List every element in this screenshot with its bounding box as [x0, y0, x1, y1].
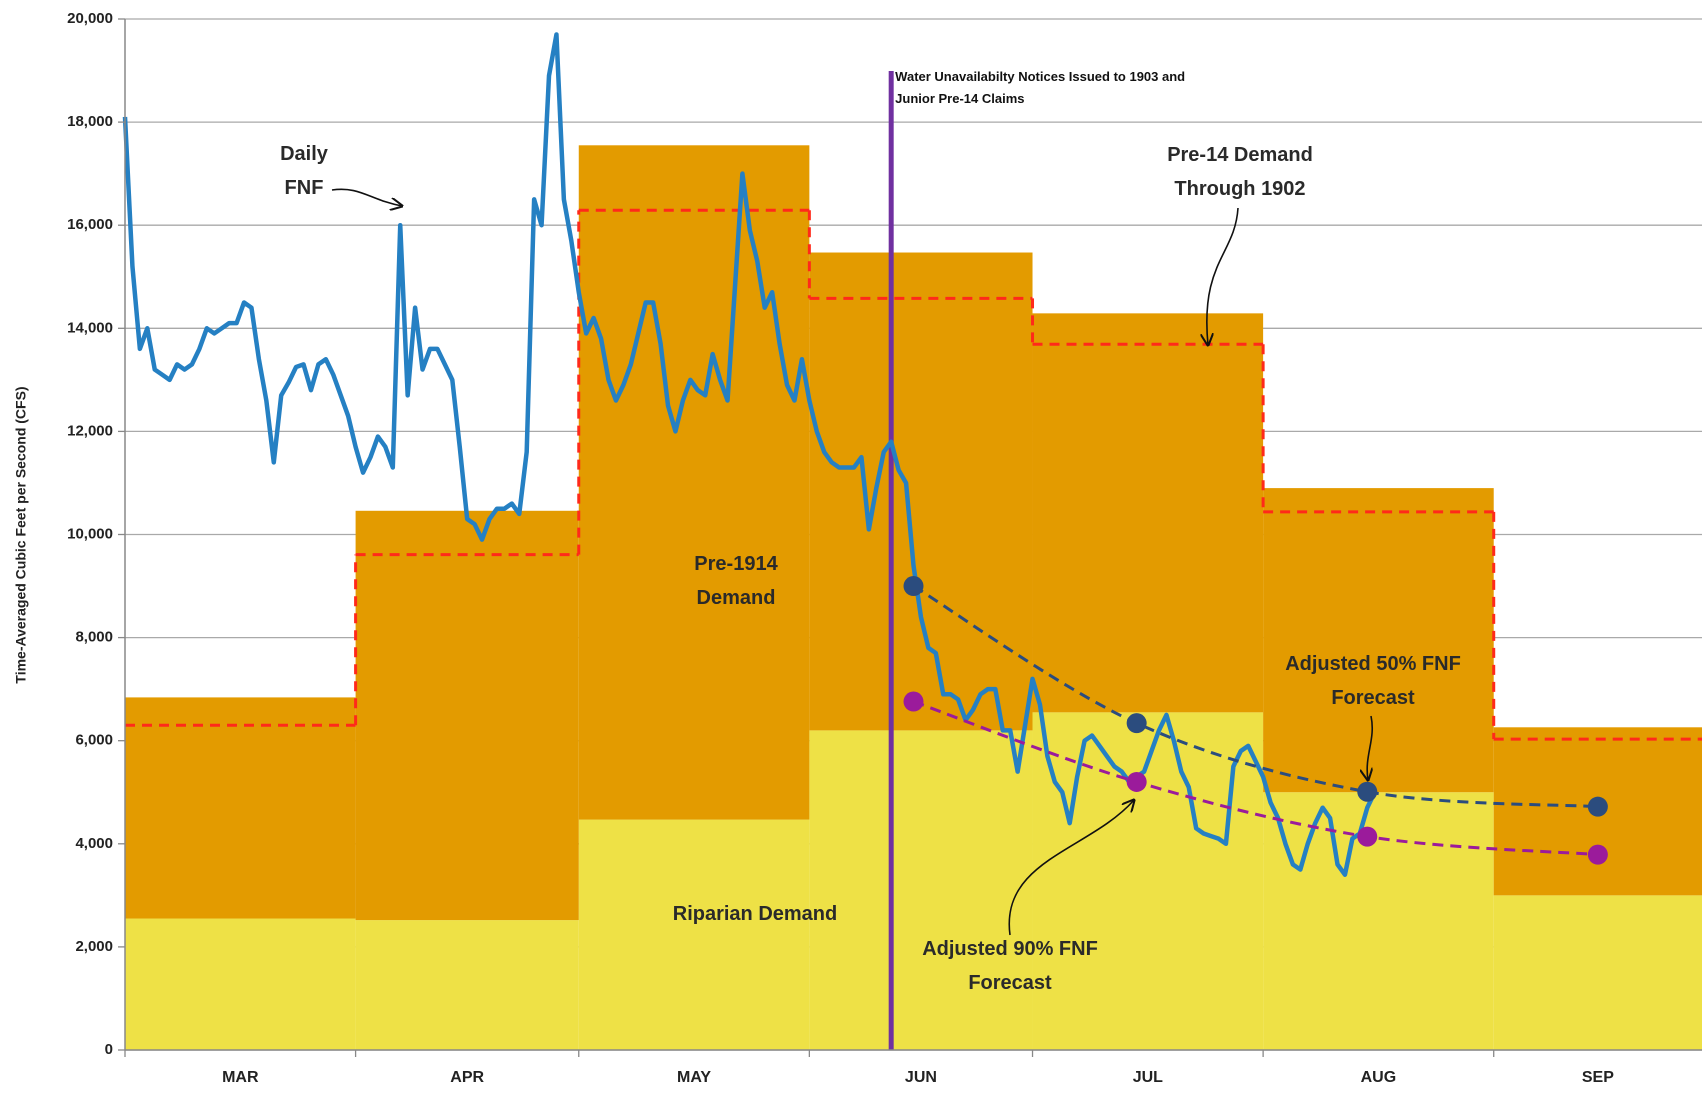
- series-label: Adjusted 50% FNF Forecast: [1285, 653, 1461, 709]
- x-tick-label: JUN: [905, 1069, 937, 1086]
- arrow: [1367, 715, 1372, 780]
- demand-area: [355, 510, 579, 921]
- demand-area: [1263, 488, 1494, 793]
- y-tick-label: 6,000: [75, 732, 113, 749]
- notice-label: Water Unavailabilty Notices Issued to 19…: [895, 69, 1186, 106]
- y-tick-label: 10,000: [67, 525, 113, 542]
- forecast-point: [1126, 713, 1147, 734]
- forecast-point: [903, 691, 924, 712]
- y-tick-label: 20,000: [67, 10, 113, 27]
- y-tick-label: 0: [105, 1041, 113, 1058]
- demand-area: [355, 920, 579, 1050]
- arrow: [1207, 207, 1239, 345]
- arrow: [331, 188, 402, 206]
- y-tick-label: 16,000: [67, 216, 113, 233]
- areas: [125, 145, 1702, 1050]
- series-label: Adjusted 90% FNF Forecast: [922, 938, 1098, 994]
- lines: [122, 32, 1702, 1050]
- fnf-line: [122, 32, 1377, 877]
- forecast-point: [903, 576, 924, 597]
- demand-area: [125, 918, 356, 1050]
- demand-area: [809, 730, 1033, 1050]
- x-tick-label: APR: [450, 1069, 484, 1086]
- y-tick-label: 2,000: [75, 938, 113, 955]
- y-axis-label: Time-Averaged Cubic Feet per Second (CFS…: [13, 386, 29, 683]
- demand-area: [1032, 313, 1264, 713]
- axes: 0 2,000 4,000 6,000 8,000 10,000 12,000 14,000 1…: [67, 10, 1702, 1086]
- forecast-point: [1357, 781, 1378, 802]
- demand-area: [578, 819, 810, 1050]
- annotation-arrows: [331, 188, 1372, 936]
- y-tick-label: 4,000: [75, 835, 113, 852]
- forecast-point: [1587, 844, 1608, 865]
- x-tick-label: MAR: [222, 1069, 259, 1086]
- x-tick-label: AUG: [1361, 1069, 1397, 1086]
- series-label: Riparian Demand: [672, 903, 838, 925]
- forecast-point: [1126, 771, 1147, 792]
- forecast-line: [912, 584, 1598, 809]
- forecast-line: [912, 700, 1598, 857]
- series-label: Pre-1914 Demand: [694, 553, 778, 609]
- forecast-point: [1587, 796, 1608, 817]
- y-tick-label: 18,000: [67, 113, 113, 130]
- series-label: Daily FNF: [280, 143, 328, 199]
- arrow: [1008, 800, 1134, 936]
- y-tick-label: 14,000: [67, 319, 113, 336]
- x-tick-label: SEP: [1582, 1069, 1614, 1086]
- series-label: Pre-14 Demand Through 1902: [1167, 144, 1313, 200]
- demand-area: [809, 252, 1033, 731]
- x-tick-label: MAY: [677, 1069, 711, 1086]
- x-tick-label: JUL: [1133, 1069, 1163, 1086]
- demand-area: [578, 145, 810, 820]
- demand-area: [1493, 895, 1702, 1050]
- y-tick-label: 12,000: [67, 422, 113, 439]
- demand-area: [125, 697, 356, 919]
- forecast-point: [1357, 826, 1378, 847]
- demand-area: [1263, 792, 1494, 1050]
- y-tick-label: 8,000: [75, 629, 113, 646]
- demand-area: [1032, 712, 1264, 1050]
